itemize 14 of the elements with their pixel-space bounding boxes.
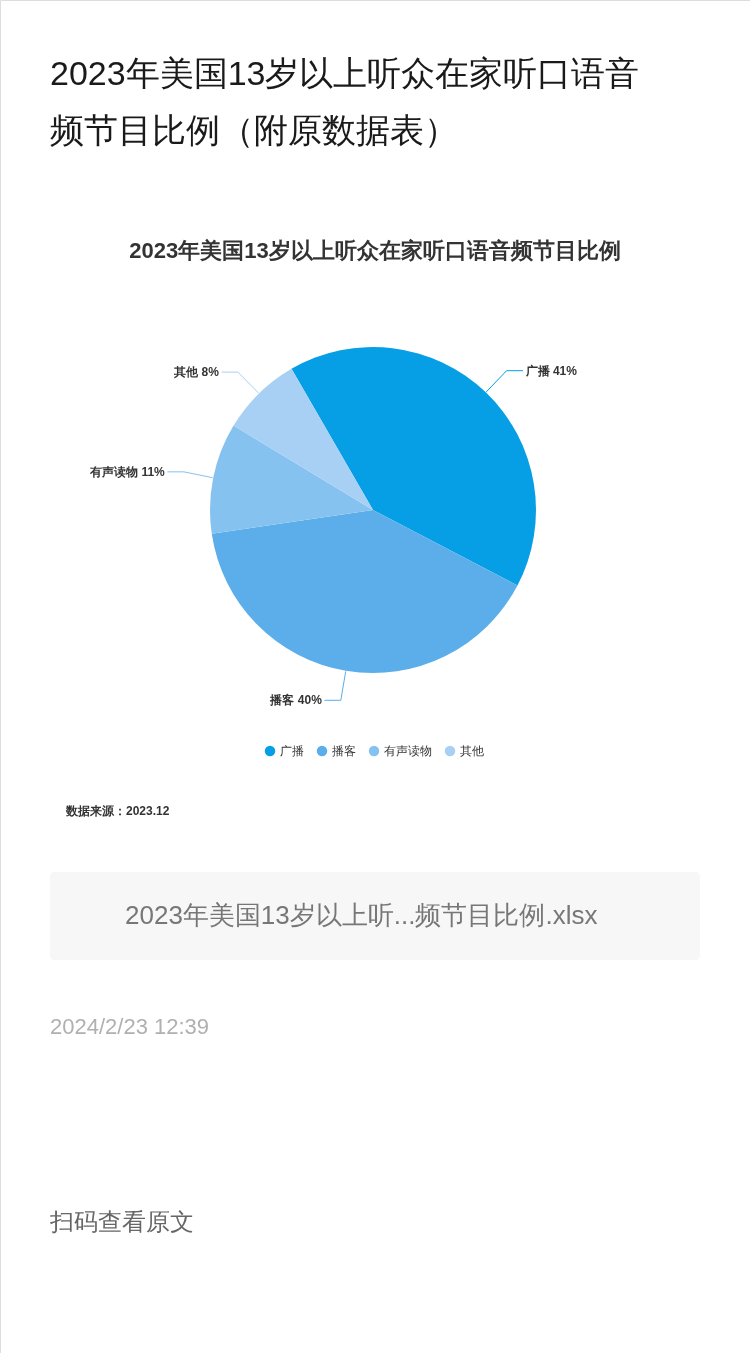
chart-title: 2023年美国13岁以上听众在家听口语音频节目比例 — [129, 238, 621, 263]
text: 2023年美国13岁以上听众在家听口语音频节目比例（附原数据表） — [50, 54, 640, 149]
legend-label: 其他 — [460, 744, 484, 758]
text: 2024/2/23 12:39 — [50, 1014, 210, 1039]
category-label: 有声读物 11% — [90, 464, 165, 479]
category-label: 播客 40% — [270, 693, 322, 708]
legend-label: 广播 — [280, 744, 304, 758]
text: 扫码查看原文 — [49, 1208, 194, 1235]
text: 2023年美国13岁以上听...频节目比例.xlsx — [125, 900, 598, 930]
legend-label: 播客 — [332, 744, 356, 758]
source-note: 数据来源：2023.12 — [65, 804, 170, 818]
legend-label: 有声读物 — [384, 744, 432, 758]
category-label: 广播 41% — [525, 363, 577, 378]
category-label: 其他 8% — [174, 365, 219, 380]
